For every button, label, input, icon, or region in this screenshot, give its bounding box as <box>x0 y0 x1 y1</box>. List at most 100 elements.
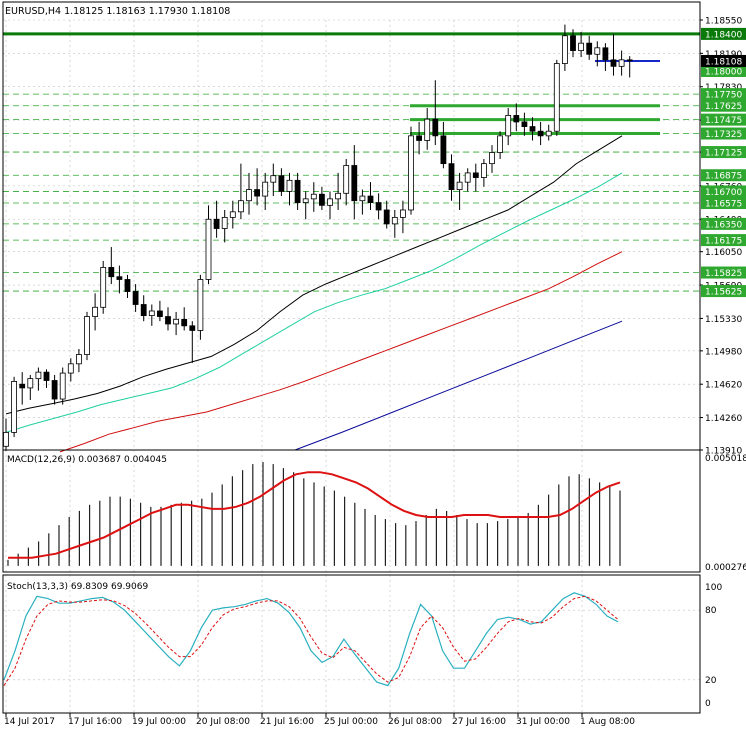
candle-body <box>100 267 107 308</box>
level-price-tag: 1.17475 <box>705 116 742 126</box>
current-price-tag-bg <box>701 54 746 67</box>
ma-mid-line <box>5 172 623 433</box>
grid <box>3 19 700 713</box>
candle-body <box>173 318 180 325</box>
level-price-tag-bg <box>701 217 746 230</box>
stoch-tick-label: 0 <box>705 699 711 709</box>
candle-body <box>351 165 358 202</box>
candle-body <box>367 195 374 203</box>
time-tick-label: 26 Jul 08:00 <box>388 717 442 727</box>
time-tick-label: 17 Jul 16:00 <box>68 717 122 727</box>
candle-body <box>610 59 617 67</box>
candle-body <box>27 378 34 389</box>
candle-body <box>383 209 390 225</box>
level-price-tag: 1.16700 <box>705 188 742 198</box>
time-tick-label: 21 Jul 16:00 <box>260 717 314 727</box>
candle-body <box>489 152 495 165</box>
candle-body <box>108 267 115 278</box>
candle-body <box>618 59 625 67</box>
level-price-tag-bg <box>701 234 746 247</box>
candle-body <box>262 181 269 197</box>
candle-body <box>181 318 188 327</box>
candle-body <box>84 316 90 355</box>
moving-averages <box>5 135 623 453</box>
candle-body <box>294 179 301 203</box>
level-price-tag: 1.18000 <box>705 67 742 77</box>
candle-body <box>343 165 350 194</box>
level-price-tag: 1.16875 <box>705 172 742 182</box>
candle-body <box>302 198 309 203</box>
level-price-tag-bg <box>701 285 746 298</box>
candle-body <box>602 47 609 61</box>
candle-body <box>448 163 455 190</box>
candle-body <box>229 211 236 218</box>
pane-border <box>2 574 701 714</box>
support-resistance-levels <box>3 32 700 292</box>
candle-body <box>205 218 212 280</box>
price-tick-label: 1.13910 <box>705 447 742 457</box>
candlesticks <box>3 24 633 451</box>
candle-body <box>359 195 366 202</box>
macd-tick-label: 0.005018 <box>705 454 746 464</box>
level-price-tag: 1.18400 <box>705 30 742 40</box>
stochastic-pane <box>3 592 700 687</box>
candle-body <box>310 193 317 200</box>
candle-body <box>464 172 471 183</box>
current-price-tag: 1.18108 <box>705 57 742 67</box>
candle-body <box>59 372 66 400</box>
time-tick-label: 1 Aug 08:00 <box>580 717 635 727</box>
macd-pane <box>7 462 621 566</box>
candle-body <box>67 363 74 374</box>
price-tick-label: 1.16050 <box>705 248 742 258</box>
macd-signal-line <box>8 471 621 559</box>
candle-body <box>513 115 520 123</box>
candle-body <box>11 381 18 433</box>
candle-body <box>578 42 584 51</box>
candle-body <box>278 175 285 192</box>
candle-body <box>132 291 139 305</box>
stoch-tick-label: 100 <box>705 583 722 593</box>
candle-body <box>335 192 342 200</box>
level-price-tag: 1.16175 <box>705 237 742 247</box>
time-tick-label: 14 Jul 2017 <box>4 717 55 727</box>
candle-body <box>327 198 333 206</box>
candle-body <box>254 189 261 197</box>
candle-body <box>148 310 155 317</box>
macd-title: MACD(12,26,9) 0.003687 0.004045 <box>7 455 167 465</box>
level-price-tag: 1.17125 <box>705 149 742 159</box>
candle-body <box>391 216 398 225</box>
candle-body <box>626 59 633 62</box>
time-tick-label: 19 Jul 00:00 <box>132 717 186 727</box>
level-price-tag-bg <box>701 169 746 182</box>
candle-body <box>440 135 447 165</box>
pane-frames <box>2 1 701 714</box>
candle-body <box>51 380 58 400</box>
price-tick-label: 1.18190 <box>705 50 742 60</box>
symbol-header: EURUSD,H4 1.18125 1.18163 1.17930 1.1810… <box>5 6 230 17</box>
candle-body <box>221 216 228 229</box>
price-tick-label: 1.18550 <box>705 17 742 27</box>
candle-body <box>424 118 431 141</box>
level-price-tag: 1.15825 <box>705 269 742 279</box>
stoch-signal-line <box>3 595 619 686</box>
candle-body <box>480 163 487 178</box>
pane-border <box>2 1 701 451</box>
candle-body <box>375 202 382 211</box>
candle-body <box>165 316 171 325</box>
time-tick-label: 31 Jul 00:00 <box>516 717 570 727</box>
candle-body <box>545 130 552 137</box>
candle-body <box>124 279 131 292</box>
price-tick-label: 1.14980 <box>705 347 742 357</box>
candle-body <box>456 181 463 190</box>
time-axis: 14 Jul 2017 17 Jul 16:00 19 Jul 00:00 20 Ju… <box>4 713 635 727</box>
level-price-tag: 1.16350 <box>705 220 742 230</box>
level-price-tag-bg <box>701 146 746 159</box>
level-price-tag: 1.17325 <box>705 130 742 140</box>
candle-body <box>76 354 82 365</box>
level-price-tag: 1.17625 <box>705 102 742 112</box>
time-tick-label: 25 Jul 00:00 <box>324 717 378 727</box>
stoch-title: Stoch(13,3,3) 69.8309 69.9069 <box>7 582 148 592</box>
candle-body <box>19 383 26 389</box>
level-price-tag-bg <box>701 197 746 210</box>
